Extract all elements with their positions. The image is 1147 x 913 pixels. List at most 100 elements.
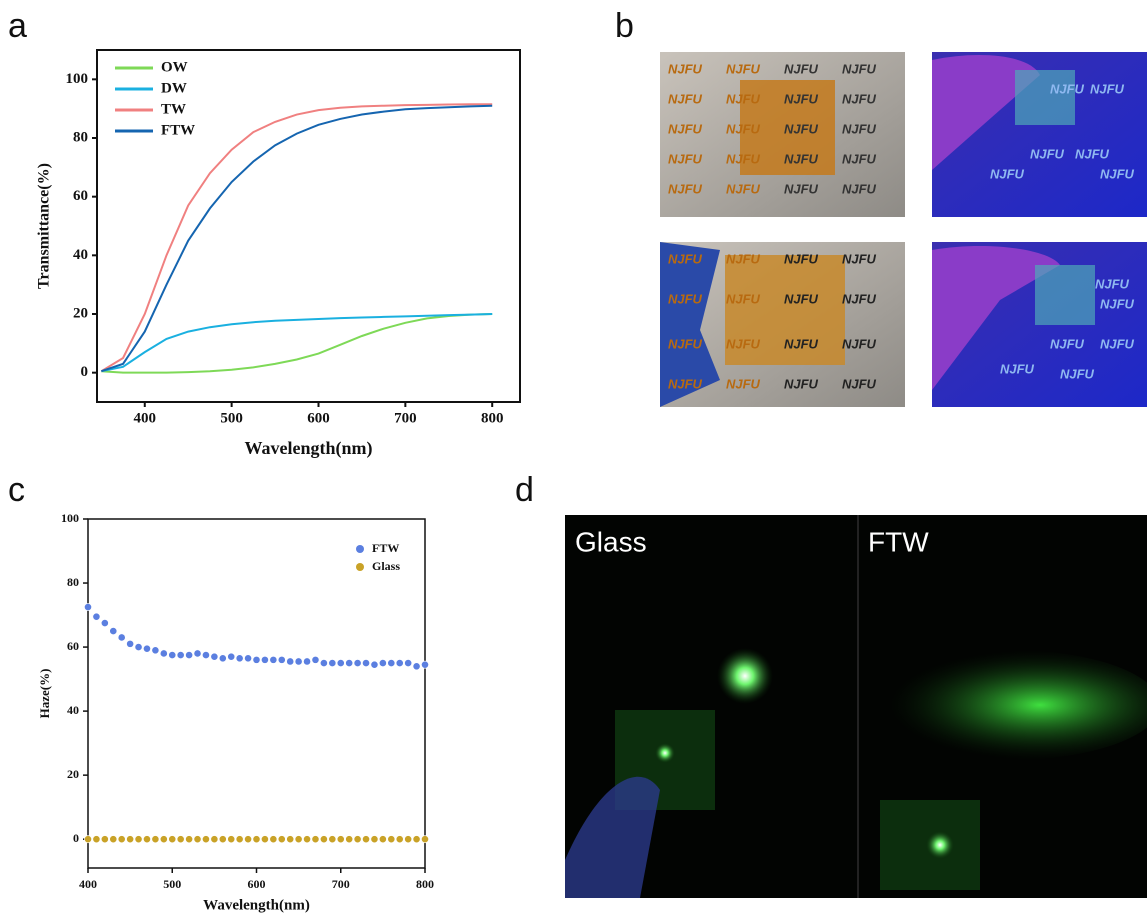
film: [1015, 70, 1075, 125]
glove: [660, 242, 720, 407]
x-tick-label: 800: [416, 877, 434, 891]
photo-text: NJFU: [726, 376, 761, 391]
photo-text-group: NJFU NJFU NJFU NJFU NJFU NJFU NJFU NJFU NJFU NJFU…: [668, 61, 1135, 391]
data-point: [134, 643, 143, 651]
data-point: [134, 835, 143, 844]
data-point: [269, 655, 278, 664]
data-point: [159, 835, 168, 844]
data-point: [117, 633, 126, 642]
panel-letter: c: [8, 471, 25, 509]
legend-swatch: [356, 545, 364, 553]
photo-text: NJFU: [784, 251, 819, 266]
laser-spot: [717, 648, 773, 704]
data-line: [101, 104, 493, 373]
photo-text: NJFU: [668, 336, 703, 351]
data-point: [100, 619, 109, 627]
legend-label: FTW: [372, 541, 399, 555]
data-point: [395, 659, 404, 667]
data-point: [92, 835, 101, 844]
y-tick-label: 100: [66, 71, 89, 87]
data-point: [143, 835, 151, 844]
legend-label: FTW: [161, 122, 195, 138]
data-point: [395, 835, 404, 844]
data-point: [84, 835, 92, 844]
data-point: [353, 835, 362, 844]
hand: [565, 776, 660, 898]
data-point: [244, 654, 252, 663]
photo-text: NJFU: [784, 376, 819, 391]
data-point: [319, 659, 328, 667]
data-point: [294, 835, 303, 844]
panel-letter: b: [615, 7, 634, 45]
photo-b: [660, 52, 1147, 407]
photo-text: NJFU: [668, 151, 703, 166]
data-point: [261, 835, 269, 844]
x-tick-label: 800: [481, 410, 504, 426]
y-tick-label: 20: [67, 767, 79, 781]
y-tick-label: 20: [73, 305, 88, 321]
photo-text: NJFU: [842, 376, 877, 391]
data-point: [353, 659, 362, 667]
data-point: [336, 659, 345, 667]
data-line: [101, 313, 493, 373]
data-point: [235, 654, 244, 663]
data-point: [126, 835, 135, 844]
data-point: [311, 655, 320, 664]
laser-spot: [926, 831, 954, 859]
data-point: [378, 835, 387, 844]
photo-text: NJFU: [1075, 146, 1110, 161]
data-point: [84, 603, 92, 611]
photo-text: NJFU: [1050, 81, 1085, 96]
photo-text: NJFU: [726, 61, 761, 76]
data-point: [109, 835, 118, 844]
data-point: [227, 835, 236, 844]
data-point: [404, 659, 413, 667]
plot-frame: [96, 49, 521, 403]
photo-text: NJFU: [1090, 81, 1125, 96]
photo-text: NJFU: [842, 121, 877, 136]
data-point: [421, 660, 429, 669]
photo-text: NJFU: [668, 376, 703, 391]
scattered-beam: [860, 650, 1147, 760]
photo-text: NJFU: [842, 291, 877, 306]
data-point: [286, 657, 295, 666]
photo-text: NJFU: [842, 91, 877, 106]
data-point: [109, 627, 118, 635]
data-point: [319, 835, 328, 844]
data-point: [227, 652, 236, 661]
legend-label: Glass: [372, 559, 400, 573]
data-point: [277, 655, 286, 664]
data-point: [252, 835, 261, 844]
photo-text: NJFU: [842, 336, 877, 351]
data-point: [252, 655, 261, 664]
photo-text: NJFU: [784, 181, 819, 196]
legend-label: OW: [161, 59, 188, 75]
data-point: [151, 646, 160, 655]
glove: [932, 245, 1060, 390]
data-line: [101, 313, 493, 374]
data-point: [303, 835, 311, 844]
photo-text: NJFU: [1095, 276, 1130, 291]
photo-text: NJFU: [1030, 146, 1065, 161]
legend-label: DW: [161, 80, 187, 96]
glove: [932, 55, 1040, 170]
photo-text: NJFU: [726, 336, 761, 351]
photo-text: NJFU: [990, 166, 1025, 181]
photo-text: NJFU: [1100, 296, 1135, 311]
data-point: [126, 639, 135, 648]
x-tick-label: 700: [394, 410, 417, 426]
data-point: [303, 657, 311, 666]
film: [740, 80, 835, 175]
photo-text: NJFU: [668, 61, 703, 76]
x-tick-label: 400: [79, 877, 97, 891]
data-point: [210, 652, 219, 661]
data-point: [370, 835, 379, 844]
photo-text: NJFU: [668, 251, 703, 266]
data-point: [362, 659, 370, 667]
data-point: [286, 835, 295, 844]
film: [1035, 265, 1095, 325]
data-point: [387, 659, 396, 667]
photo-label: Glass: [575, 526, 647, 557]
data-point: [345, 835, 354, 844]
photo-text: NJFU: [726, 91, 761, 106]
